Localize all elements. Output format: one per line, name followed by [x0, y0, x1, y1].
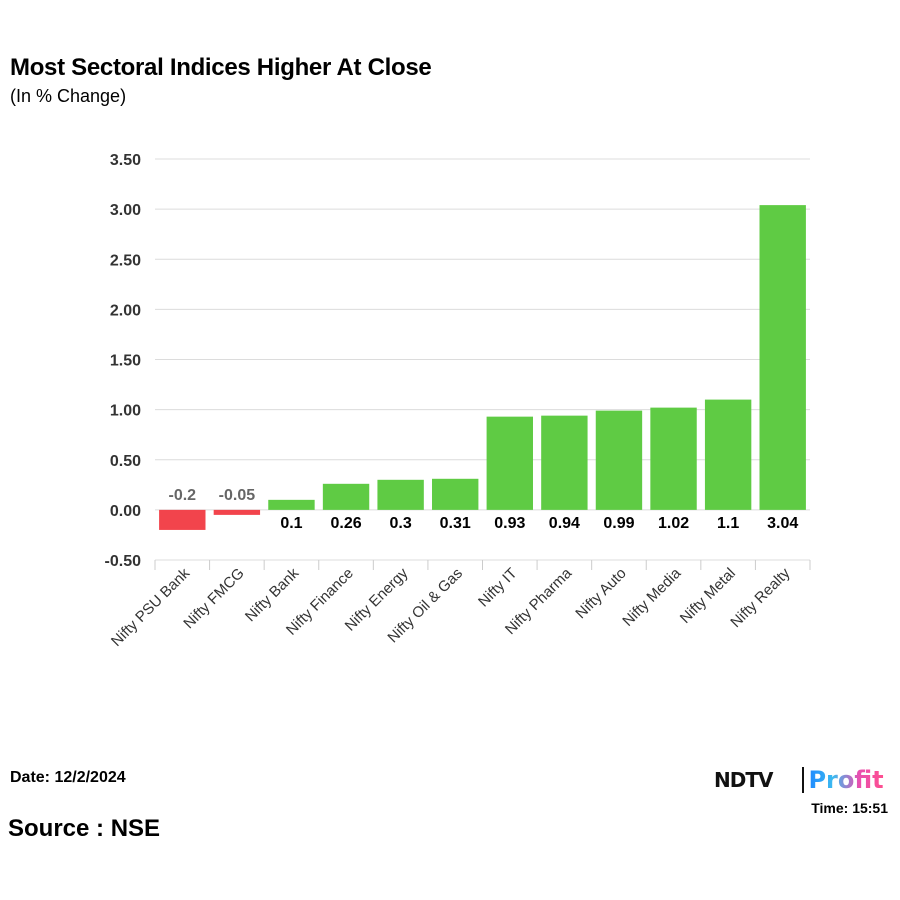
data-label: -0.05 [219, 487, 256, 504]
data-label: 1.02 [658, 515, 689, 532]
x-tick-label: Nifty PSU Bank [108, 564, 193, 649]
y-tick-label: 0.00 [110, 503, 141, 520]
chart-title: Most Sectoral Indices Higher At Close [10, 54, 432, 81]
data-label: 0.31 [440, 515, 471, 532]
bar [541, 415, 588, 510]
x-tick-label: Nifty Auto [572, 565, 629, 622]
data-label: 0.3 [390, 515, 412, 532]
bar [268, 499, 315, 510]
source-label: Source : NSE [8, 815, 161, 842]
bar [213, 509, 261, 515]
bar [322, 483, 370, 510]
y-tick-label: 0.50 [110, 453, 141, 470]
x-tick-label: Nifty Realty [727, 564, 794, 631]
data-label: 0.1 [280, 515, 302, 532]
bar [759, 205, 806, 510]
time-label: Time: 15:51 [811, 800, 888, 816]
date-label: Date: 12/2/2024 [10, 769, 126, 786]
data-label: 0.99 [603, 515, 634, 532]
bar [650, 407, 697, 510]
logo-profit: Profit [808, 766, 884, 794]
y-tick-label: 3.50 [110, 152, 141, 169]
logo-divider [802, 767, 805, 793]
y-tick-label: 2.50 [110, 252, 141, 269]
bar [432, 478, 479, 510]
y-tick-label: 1.50 [110, 353, 141, 370]
data-label: 0.26 [330, 515, 361, 532]
data-label: 0.94 [549, 515, 580, 532]
chart-subtitle: (In % Change) [10, 86, 127, 106]
ndtv-profit-logo: NDTV Profit [714, 766, 884, 794]
data-label: 0.93 [494, 515, 525, 532]
y-tick-label: -0.50 [105, 553, 142, 570]
bar [159, 509, 206, 530]
x-tick-label: Nifty Media [619, 564, 685, 630]
y-tick-label: 3.00 [110, 202, 141, 219]
logo-ndtv: NDTV [714, 768, 773, 792]
data-label: 3.04 [767, 515, 798, 532]
data-label: 1.1 [717, 515, 739, 532]
x-tick-label: Nifty IT [475, 565, 521, 611]
bar [486, 416, 533, 510]
bar [704, 399, 752, 510]
y-tick-label: 2.00 [110, 302, 141, 319]
y-tick-label: 1.00 [110, 403, 141, 420]
bar [377, 479, 424, 510]
data-label: -0.2 [169, 487, 197, 504]
bar [595, 410, 643, 510]
